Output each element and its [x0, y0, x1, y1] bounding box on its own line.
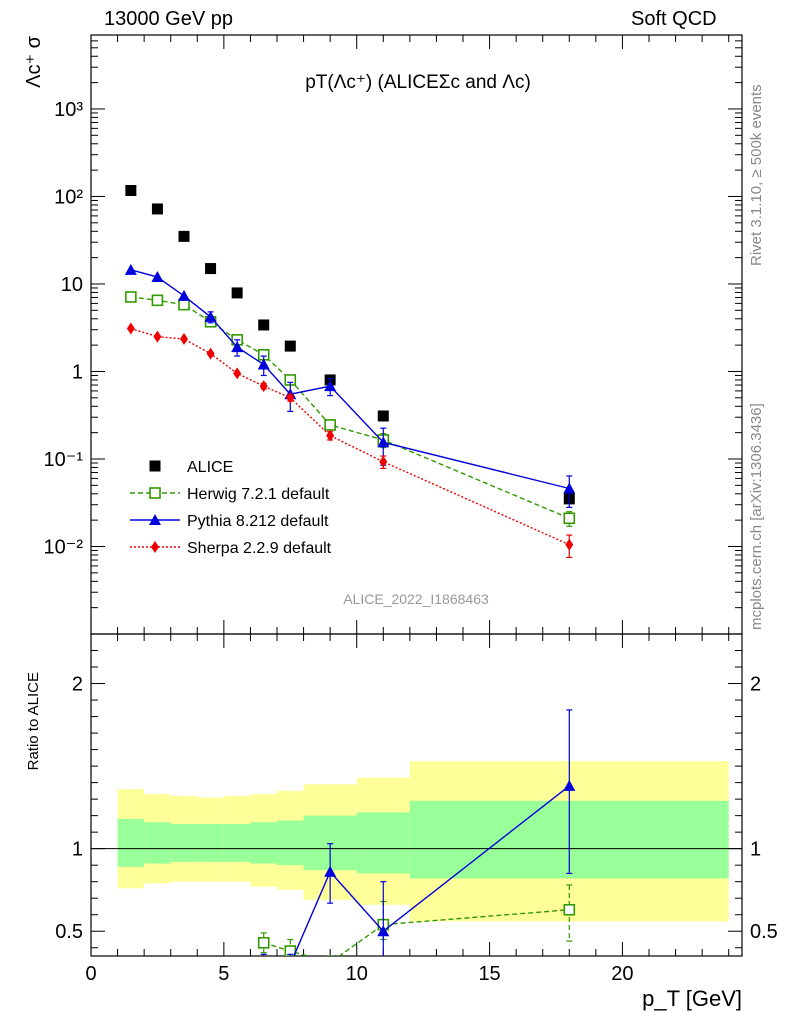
main-y-axis-label: Λc⁺ σ: [23, 35, 45, 87]
data-point-3: [233, 367, 242, 380]
plot-title: pT(Λc⁺) (ALICEΣc and Λc): [305, 72, 531, 93]
data-point-3: [153, 330, 162, 343]
series-line-1: [130, 296, 570, 519]
ratio-y-axis-label: Ratio to ALICE: [25, 672, 42, 770]
data-point-3: [326, 429, 335, 442]
ratio-data-point-0: [325, 958, 335, 968]
data-point-3: [286, 391, 295, 404]
data-point-2: [124, 263, 137, 275]
legend-label: ALICE: [187, 459, 233, 476]
data-point-0: [377, 410, 389, 422]
y-tick-label: 10³: [54, 99, 83, 121]
uncertainty-band-inner: [144, 822, 171, 864]
data-point-0: [125, 184, 137, 196]
ratio-data-point-1: [324, 865, 337, 877]
data-point-2: [563, 482, 576, 494]
data-point-3: [180, 333, 188, 346]
data-point-3: [379, 455, 388, 468]
x-tick-label: 10: [346, 963, 368, 985]
legend-marker: [149, 514, 161, 525]
legend-label: Herwig 7.2.1 default: [187, 486, 330, 503]
ratio-plot-frame: [90, 633, 743, 957]
data-point-1: [563, 512, 576, 525]
data-point-0: [205, 263, 217, 275]
ratio-data-point-0: [563, 903, 576, 916]
x-axis-label: p_T [GeV]: [642, 986, 742, 1011]
data-point-2: [231, 341, 244, 353]
data-point-1: [178, 298, 190, 311]
uncertainty-band-inner: [356, 812, 410, 874]
data-point-1: [125, 291, 137, 303]
y-tick-label: 10⁻²: [44, 536, 84, 558]
ratio-series-line-0: [263, 909, 570, 956]
data-point-1: [324, 419, 336, 431]
ratio-data-point-1: [258, 958, 270, 969]
series-line-2: [130, 269, 570, 490]
uncertainty-band-inner: [197, 823, 224, 862]
legend-label: Pythia 8.212 default: [187, 513, 329, 530]
ratio-y-tick-label-left: 2: [72, 674, 83, 696]
data-point-2: [178, 289, 190, 301]
header-collision-label: 13000 GeV pp: [104, 8, 233, 30]
ratio-data-point-0: [257, 936, 270, 949]
data-point-2: [151, 271, 164, 283]
legend-marker: [151, 541, 159, 553]
data-point-3: [126, 322, 135, 335]
ratio-series-group: [257, 709, 576, 969]
ratio-data-point-1: [377, 925, 390, 937]
legend-label: Sherpa 2.2.9 default: [187, 540, 332, 557]
y-tick-label: 10²: [54, 186, 83, 208]
x-tick-label: 15: [478, 963, 500, 985]
ratio-data-point-1: [284, 958, 296, 969]
ratio-y-tick-label-right: 2: [750, 674, 761, 696]
data-point-2: [324, 380, 337, 392]
analysis-watermark: ALICE_2022_I1868463: [343, 591, 489, 607]
data-point-2: [377, 436, 390, 448]
series-line-3: [130, 327, 570, 546]
data-point-2: [204, 310, 217, 322]
ratio-y-tick-label-left: 1: [72, 839, 83, 861]
data-point-0: [151, 203, 163, 215]
ratio-y-tick-label-right: 0.5: [750, 921, 778, 943]
uncertainty-band-inner: [117, 818, 145, 867]
ratio-y-tick-label-left: 0.5: [55, 921, 83, 943]
uncertainty-band-inner: [250, 822, 277, 864]
header-category-label: Soft QCD: [631, 8, 717, 30]
x-tick-label: 0: [85, 963, 96, 985]
data-point-1: [151, 294, 164, 307]
ratio-data-point-1: [563, 779, 576, 791]
uncertainty-band-inner: [277, 820, 304, 866]
data-point-0: [178, 230, 190, 242]
uncertainty-band-inner: [170, 823, 198, 862]
data-point-0: [284, 340, 296, 352]
data-point-0: [231, 287, 243, 299]
x-tick-label: 20: [611, 963, 633, 985]
y-tick-label: 10⁻¹: [44, 449, 84, 471]
data-point-3: [206, 347, 215, 360]
legend-marker: [149, 460, 161, 472]
data-point-3: [259, 380, 268, 393]
y-tick-label: 1: [72, 361, 83, 383]
data-point-2: [257, 358, 270, 370]
data-point-3: [565, 538, 574, 551]
y-tick-label: 10: [61, 274, 83, 296]
x-tick-label: 5: [218, 963, 229, 985]
uncertainty-band-inner: [223, 823, 251, 862]
data-point-0: [258, 319, 270, 331]
legend-marker: [149, 487, 161, 499]
ratio-y-tick-label-right: 1: [750, 839, 761, 861]
